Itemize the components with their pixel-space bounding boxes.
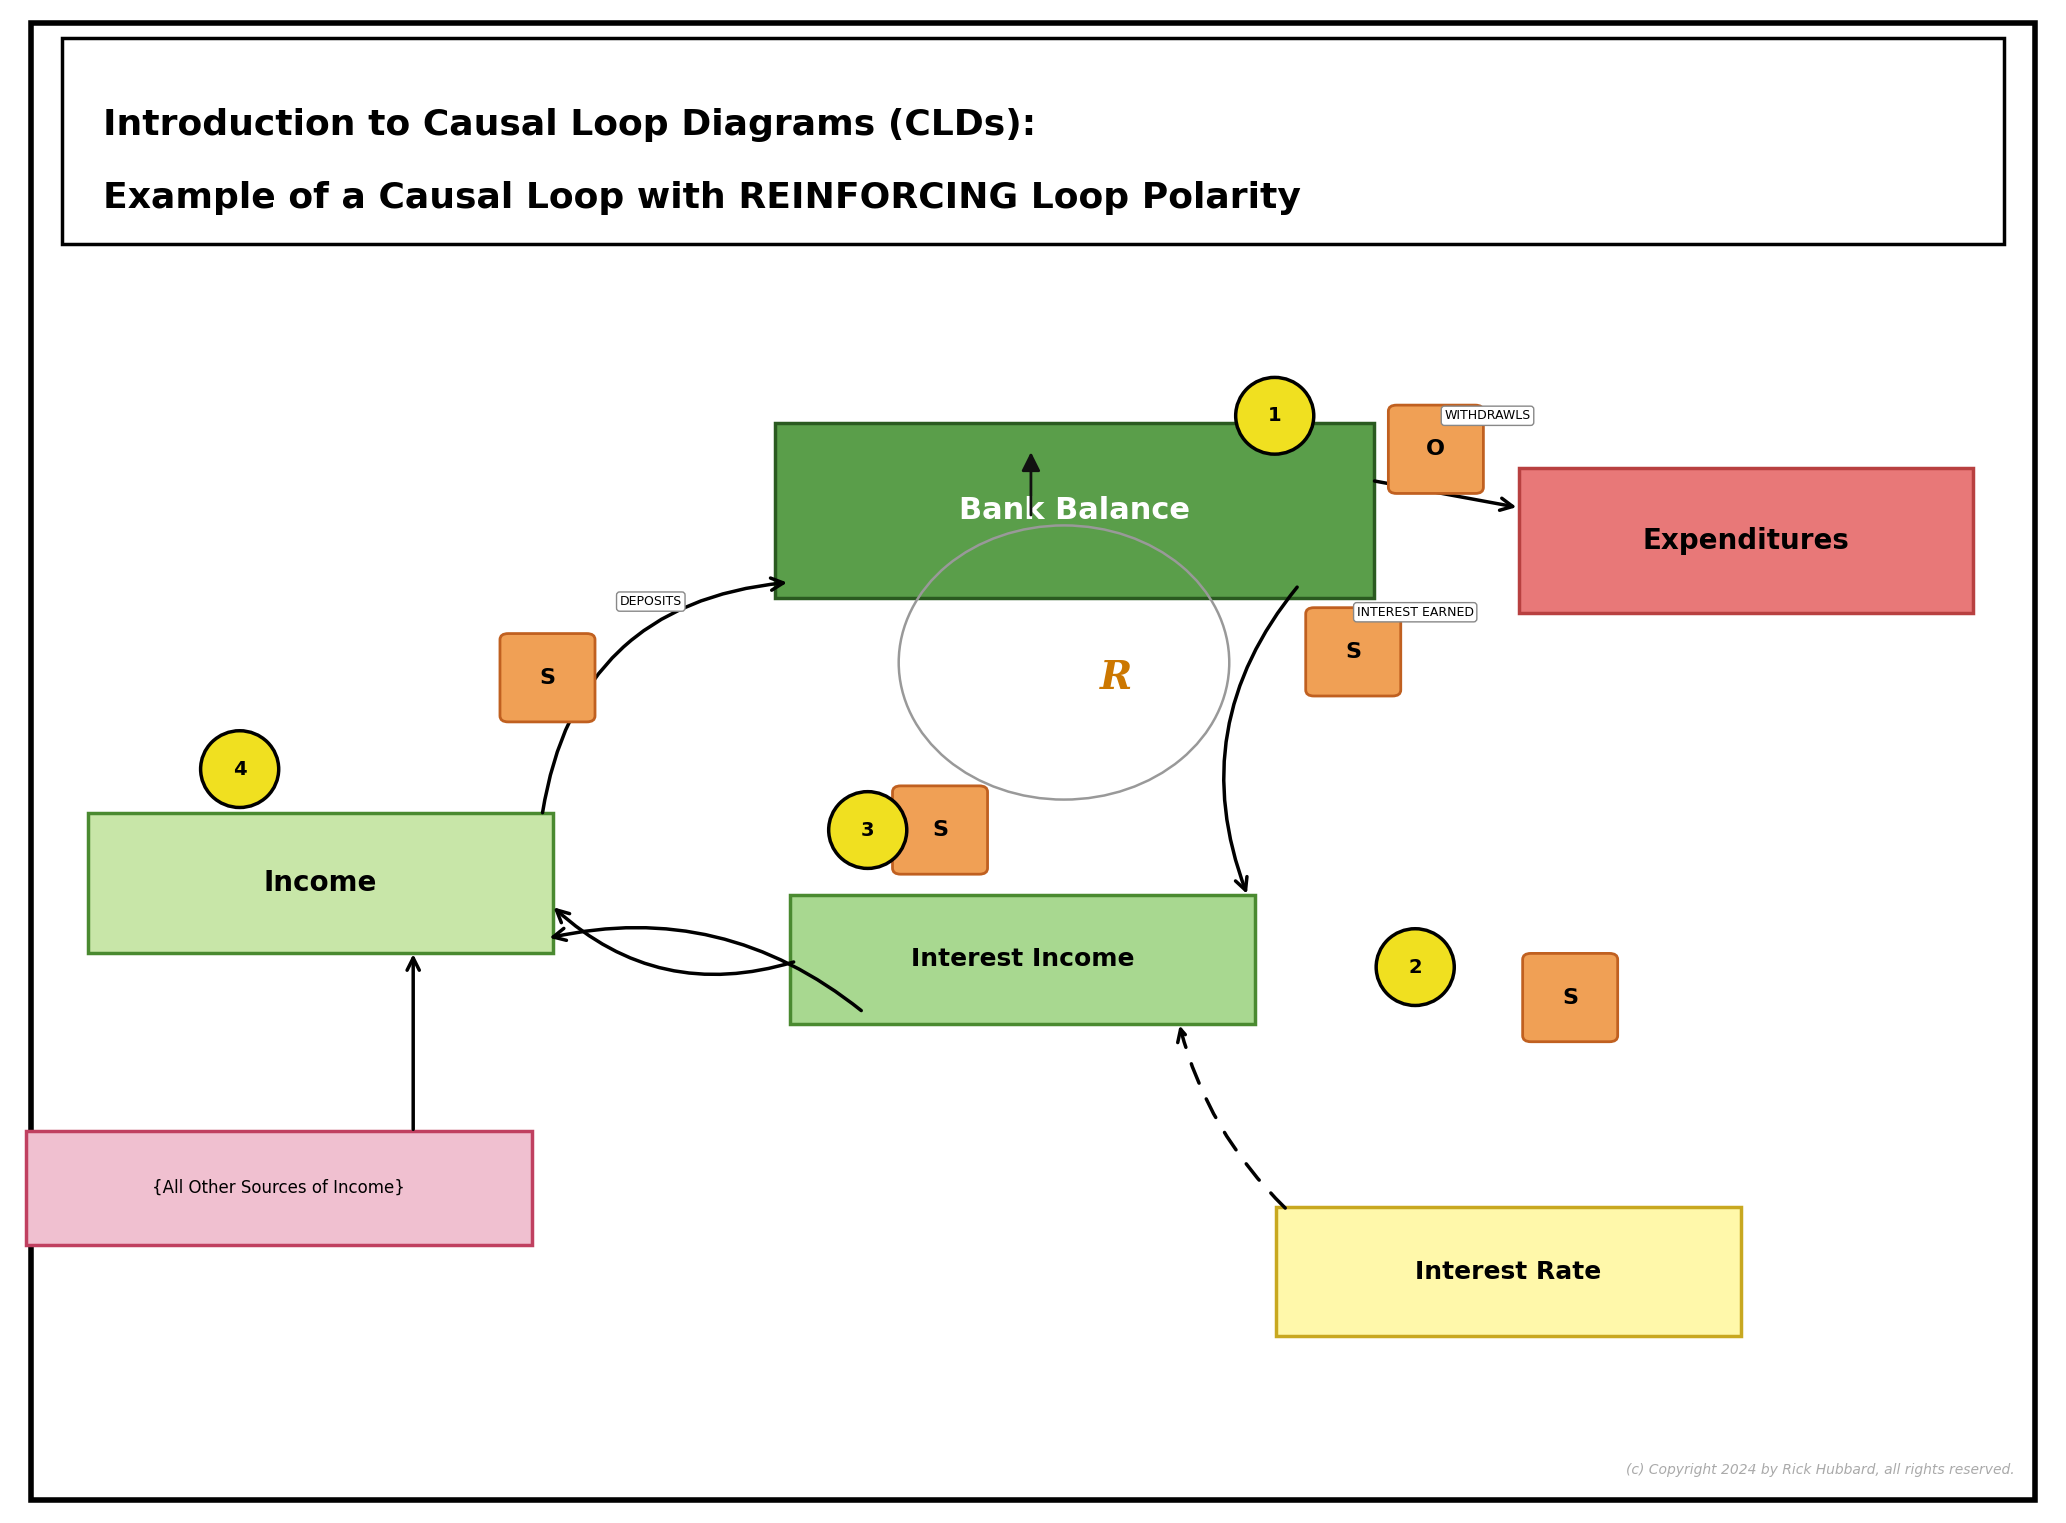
Text: (c) Copyright 2024 by Rick Hubbard, all rights reserved.: (c) Copyright 2024 by Rick Hubbard, all … (1626, 1462, 2014, 1477)
Text: INTEREST EARNED: INTEREST EARNED (1357, 606, 1473, 618)
Text: Income: Income (264, 870, 376, 897)
FancyBboxPatch shape (1306, 608, 1401, 696)
FancyBboxPatch shape (1523, 953, 1618, 1042)
FancyBboxPatch shape (1519, 469, 1973, 612)
Text: Interest Rate: Interest Rate (1415, 1260, 1601, 1284)
FancyBboxPatch shape (31, 23, 2035, 1500)
FancyBboxPatch shape (500, 634, 595, 722)
Text: S: S (539, 667, 556, 688)
Text: 1: 1 (1269, 407, 1281, 425)
Text: 4: 4 (233, 760, 246, 778)
Text: Example of a Causal Loop with REINFORCING Loop Polarity: Example of a Causal Loop with REINFORCIN… (103, 181, 1302, 215)
Ellipse shape (1235, 378, 1314, 454)
Text: Expenditures: Expenditures (1642, 527, 1849, 554)
Text: R: R (1099, 659, 1132, 696)
FancyBboxPatch shape (775, 422, 1374, 597)
Text: S: S (1345, 641, 1361, 663)
Text: Bank Balance: Bank Balance (959, 495, 1190, 525)
FancyBboxPatch shape (87, 813, 554, 953)
Text: WITHDRAWLS: WITHDRAWLS (1444, 410, 1531, 422)
FancyBboxPatch shape (27, 1130, 533, 1246)
Text: {All Other Sources of Income}: {All Other Sources of Income} (153, 1179, 405, 1197)
Text: DEPOSITS: DEPOSITS (620, 595, 682, 608)
FancyBboxPatch shape (893, 786, 988, 874)
Text: 2: 2 (1409, 958, 1421, 976)
FancyBboxPatch shape (62, 38, 2004, 244)
Text: O: O (1426, 439, 1446, 460)
Ellipse shape (200, 731, 279, 807)
Text: Interest Income: Interest Income (911, 947, 1134, 972)
Ellipse shape (1376, 929, 1454, 1005)
FancyBboxPatch shape (789, 896, 1256, 1023)
Text: S: S (1562, 987, 1578, 1008)
FancyBboxPatch shape (1275, 1206, 1740, 1337)
Text: 3: 3 (862, 821, 874, 839)
FancyBboxPatch shape (1388, 405, 1483, 493)
Text: S: S (932, 819, 948, 841)
Text: Introduction to Causal Loop Diagrams (CLDs):: Introduction to Causal Loop Diagrams (CL… (103, 108, 1037, 142)
Ellipse shape (828, 792, 907, 868)
